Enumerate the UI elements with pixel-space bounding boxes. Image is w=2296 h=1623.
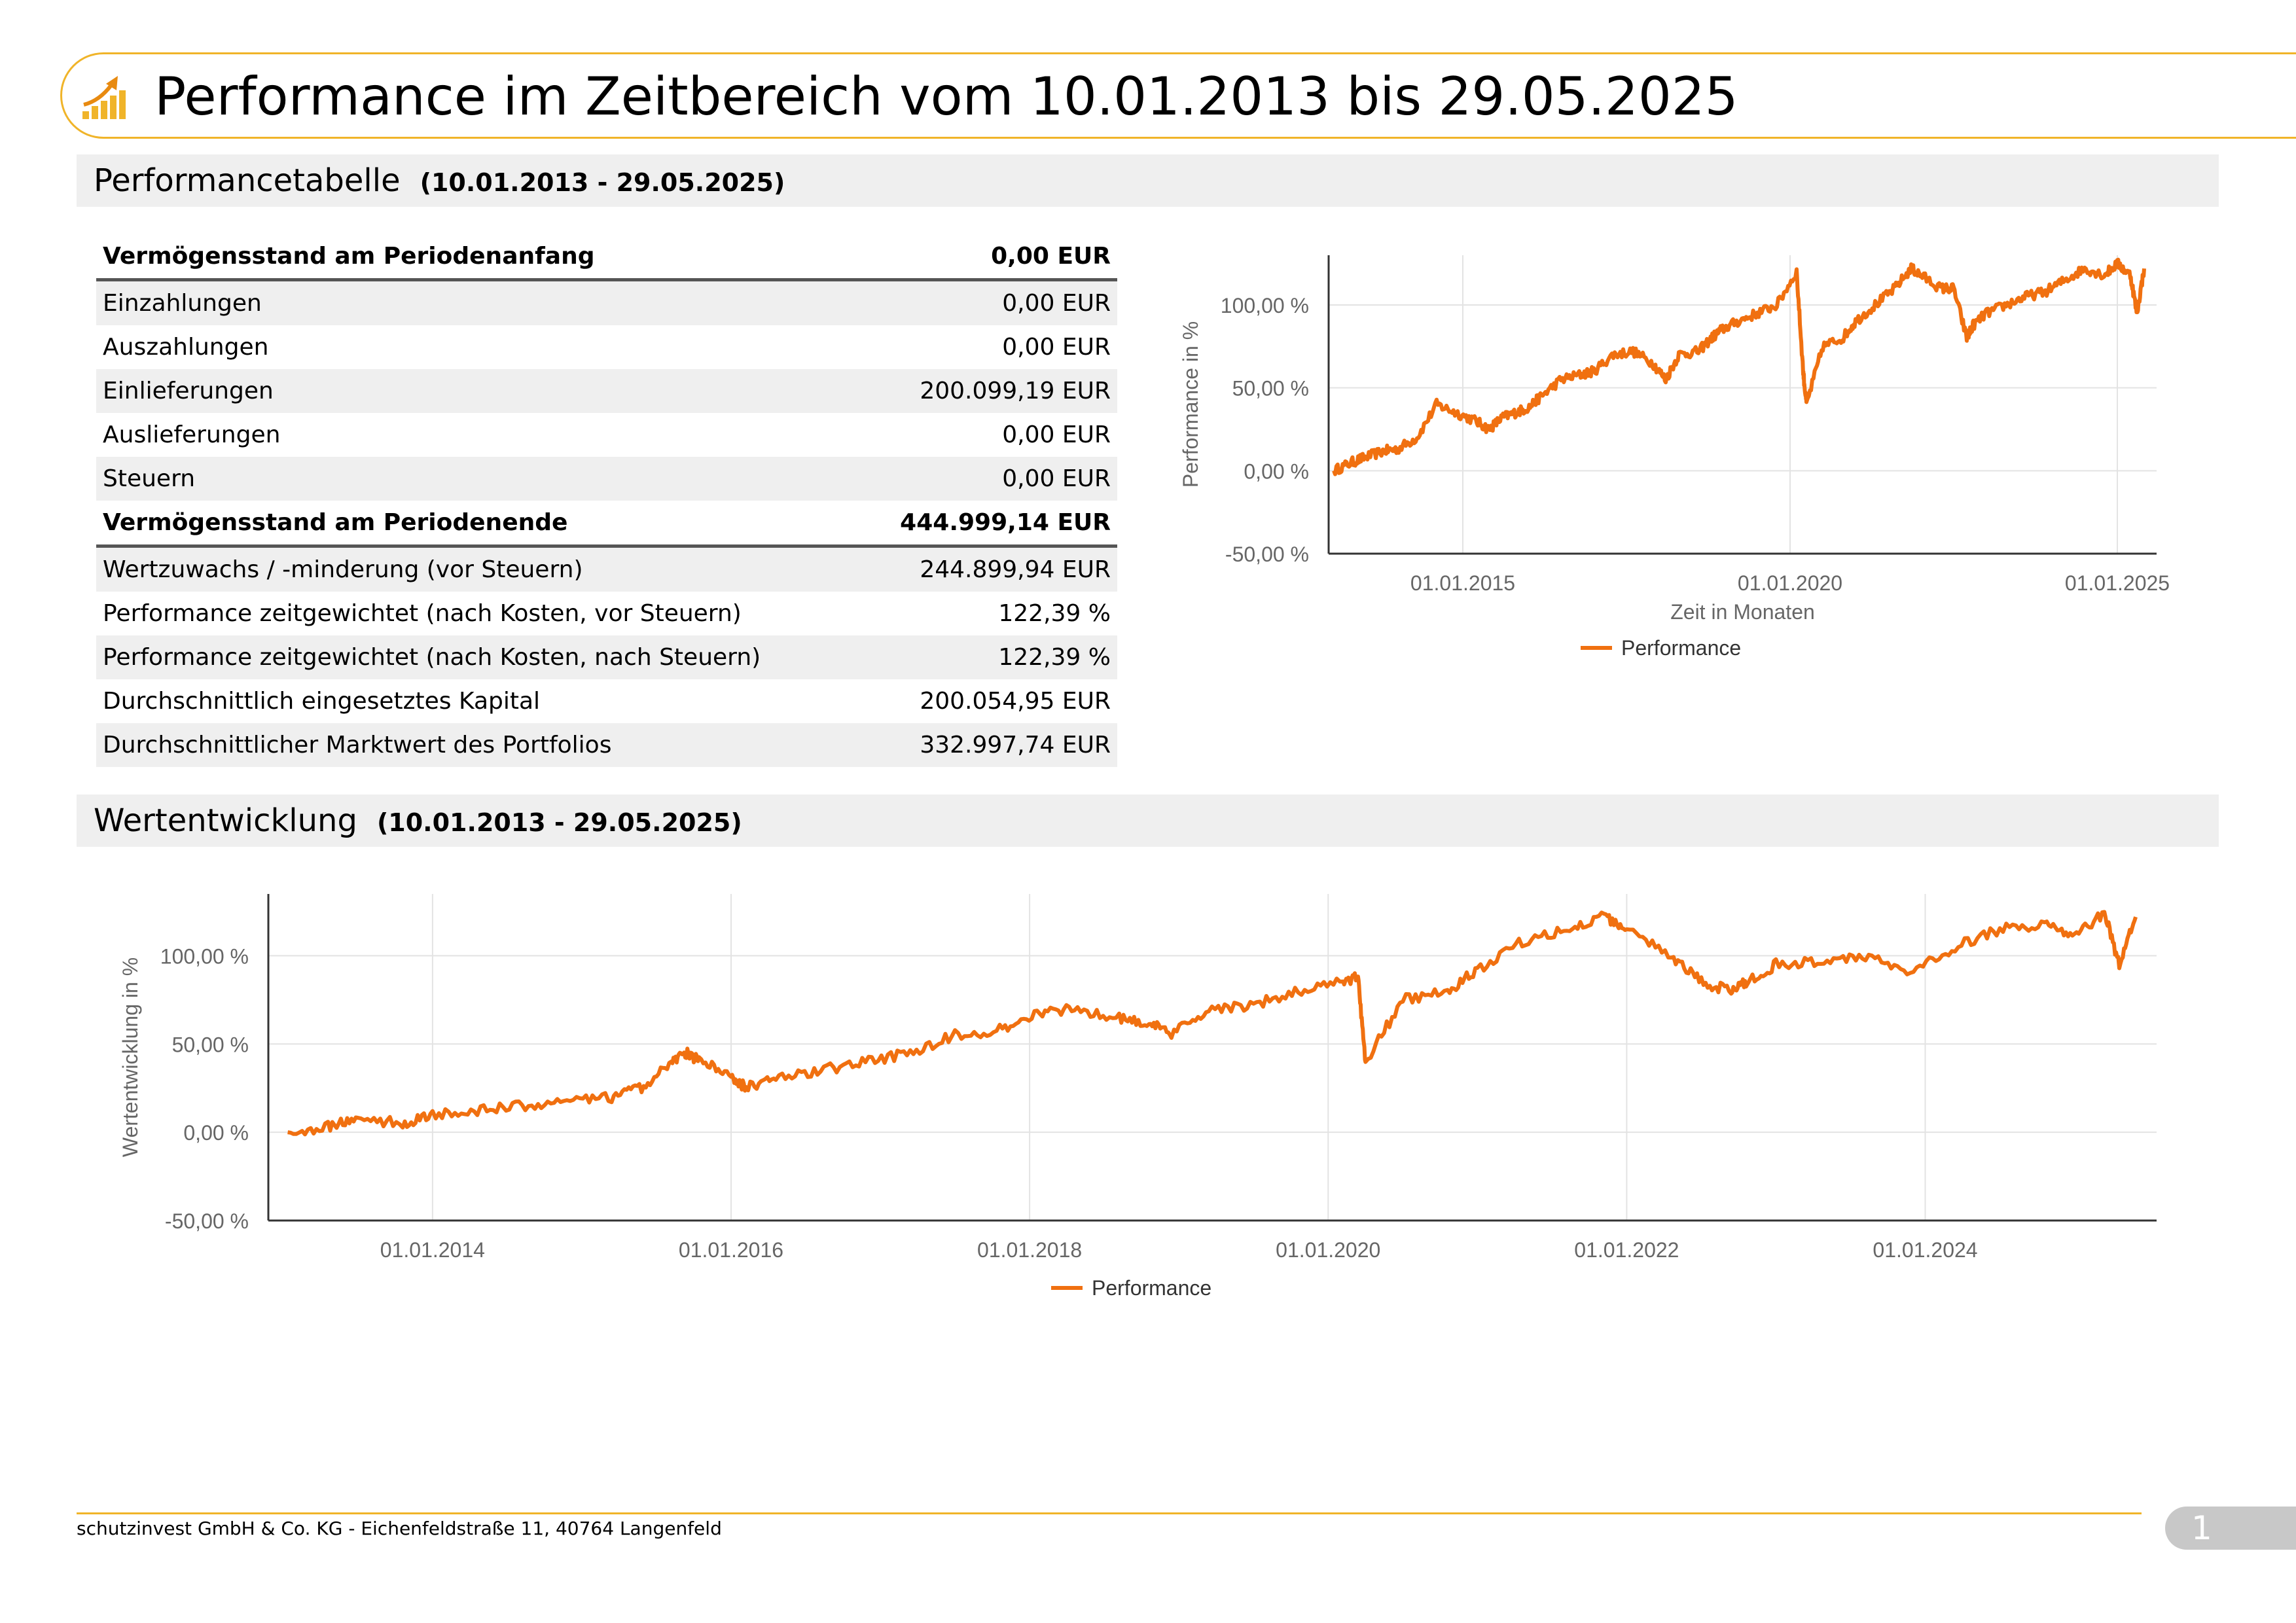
y-tick-label: 50,00 % bbox=[1232, 377, 1309, 401]
row-label: Wertzuwachs / -minderung (vor Steuern) bbox=[96, 546, 862, 592]
row-label: Auszahlungen bbox=[103, 334, 269, 361]
page-number-badge: 1 bbox=[2165, 1507, 2296, 1550]
y-tick-label: -50,00 % bbox=[165, 1209, 249, 1233]
x-tick-label: 01.01.2022 bbox=[1574, 1238, 1679, 1262]
table-row: Auslieferungen 0,00 EUR bbox=[96, 413, 1117, 457]
section-date-range: (10.01.2013 - 29.05.2025) bbox=[376, 808, 742, 837]
y-tick-label: 50,00 % bbox=[172, 1033, 249, 1056]
table-row: Durchschnittlicher Marktwert des Portfol… bbox=[96, 723, 1117, 767]
y-tick-label: 100,00 % bbox=[1221, 294, 1309, 317]
section-date-range: (10.01.2013 - 29.05.2025) bbox=[420, 168, 785, 197]
row-value: 0,00 EUR bbox=[1002, 421, 1111, 448]
series-line-performance bbox=[1332, 257, 2146, 476]
x-tick-label: 01.01.2018 bbox=[977, 1238, 1082, 1262]
x-tick-label: 01.01.2025 bbox=[2065, 571, 2170, 595]
table-row: Vermögensstand am Periodenende 444.999,14… bbox=[96, 501, 1117, 548]
x-tick-label: 01.01.2020 bbox=[1276, 1238, 1380, 1262]
x-tick-label: 01.01.2014 bbox=[380, 1238, 485, 1262]
x-axis-label: Zeit in Monaten bbox=[1670, 600, 1815, 624]
table-row: Vermögensstand am Periodenanfang 0,00 EUR bbox=[96, 234, 1117, 281]
row-value: 0,00 EUR bbox=[861, 457, 1117, 501]
row-value: 332.997,74 EUR bbox=[861, 723, 1117, 767]
performance-chart: -50,00 % 0,00 % 50,00 % 100,00 % 01.01.2015 0… bbox=[1179, 255, 2170, 660]
legend-label: Performance bbox=[1621, 636, 1741, 660]
y-tick-label: 0,00 % bbox=[1244, 459, 1309, 483]
row-label: Vermögensstand am Periodenende bbox=[96, 501, 862, 548]
y-axis-label: Performance in % bbox=[1179, 321, 1202, 488]
legend-label: Performance bbox=[1092, 1276, 1211, 1300]
row-label: Performance zeitgewichtet (nach Kosten, … bbox=[96, 635, 862, 679]
x-tick-label: 01.01.2020 bbox=[1738, 571, 1842, 595]
y-axis-label: Wertentwicklung in % bbox=[118, 957, 142, 1157]
section-title: Wertentwicklung bbox=[94, 802, 357, 839]
row-value: 200.054,95 EUR bbox=[920, 688, 1111, 715]
row-value: 200.099,19 EUR bbox=[861, 369, 1117, 413]
row-value: 244.899,94 EUR bbox=[861, 546, 1117, 592]
table-row: Performance zeitgewichtet (nach Kosten, … bbox=[96, 635, 1117, 679]
y-tick-label: -50,00 % bbox=[1225, 543, 1309, 566]
table-row: Performance zeitgewichtet (nach Kosten, … bbox=[96, 592, 1117, 635]
footer-address: schutzinvest GmbH & Co. KG - Eichenfelds… bbox=[77, 1518, 722, 1539]
table-row: Durchschnittlich eingesetztes Kapital 200… bbox=[96, 679, 1117, 723]
table-row: Wertzuwachs / -minderung (vor Steuern) 24… bbox=[96, 546, 1117, 592]
y-tick-label: 0,00 % bbox=[183, 1121, 249, 1145]
row-label: Durchschnittlich eingesetztes Kapital bbox=[103, 688, 541, 715]
row-label: Einlieferungen bbox=[96, 369, 862, 413]
page-title: Performance im Zeitbereich vom 10.01.201… bbox=[154, 66, 1738, 127]
table-row: Steuern 0,00 EUR bbox=[96, 457, 1117, 501]
section-header-wertentwicklung: Wertentwicklung (10.01.2013 - 29.05.2025) bbox=[77, 794, 2219, 847]
row-value: 444.999,14 EUR bbox=[861, 501, 1117, 548]
row-label: Vermögensstand am Periodenanfang bbox=[96, 234, 862, 281]
table-row: Einzahlungen 0,00 EUR bbox=[96, 279, 1117, 325]
wertentwicklung-chart: -50,00 % 0,00 % 50,00 % 100,00 % 01.01.2014 0… bbox=[118, 894, 2157, 1300]
page-number: 1 bbox=[2191, 1509, 2212, 1547]
y-tick-label: 100,00 % bbox=[160, 944, 249, 968]
table-row: Auszahlungen 0,00 EUR bbox=[96, 325, 1117, 369]
row-label: Auslieferungen bbox=[103, 421, 281, 448]
row-value: 0,00 EUR bbox=[1002, 334, 1111, 361]
rising-chart-icon bbox=[82, 76, 126, 119]
row-value: 122,39 % bbox=[861, 635, 1117, 679]
row-label: Einzahlungen bbox=[96, 279, 862, 325]
performance-table: Vermögensstand am Periodenanfang 0,00 EUR… bbox=[96, 234, 1117, 767]
footer-divider bbox=[77, 1512, 2142, 1514]
series-line-performance bbox=[287, 910, 2138, 1137]
table-row: Einlieferungen 200.099,19 EUR bbox=[96, 369, 1117, 413]
row-value: 0,00 EUR bbox=[861, 279, 1117, 325]
row-label: Steuern bbox=[96, 457, 862, 501]
row-value: 122,39 % bbox=[998, 600, 1111, 627]
row-value: 0,00 EUR bbox=[861, 234, 1117, 281]
row-label: Durchschnittlicher Marktwert des Portfol… bbox=[96, 723, 862, 767]
x-tick-label: 01.01.2024 bbox=[1873, 1238, 1977, 1262]
section-title: Performancetabelle bbox=[94, 162, 401, 199]
title-frame bbox=[60, 52, 2296, 139]
x-tick-label: 01.01.2015 bbox=[1410, 571, 1515, 595]
section-header-performancetabelle: Performancetabelle (10.01.2013 - 29.05.20… bbox=[77, 154, 2219, 207]
x-tick-label: 01.01.2016 bbox=[679, 1238, 783, 1262]
row-label: Performance zeitgewichtet (nach Kosten, … bbox=[103, 600, 742, 627]
